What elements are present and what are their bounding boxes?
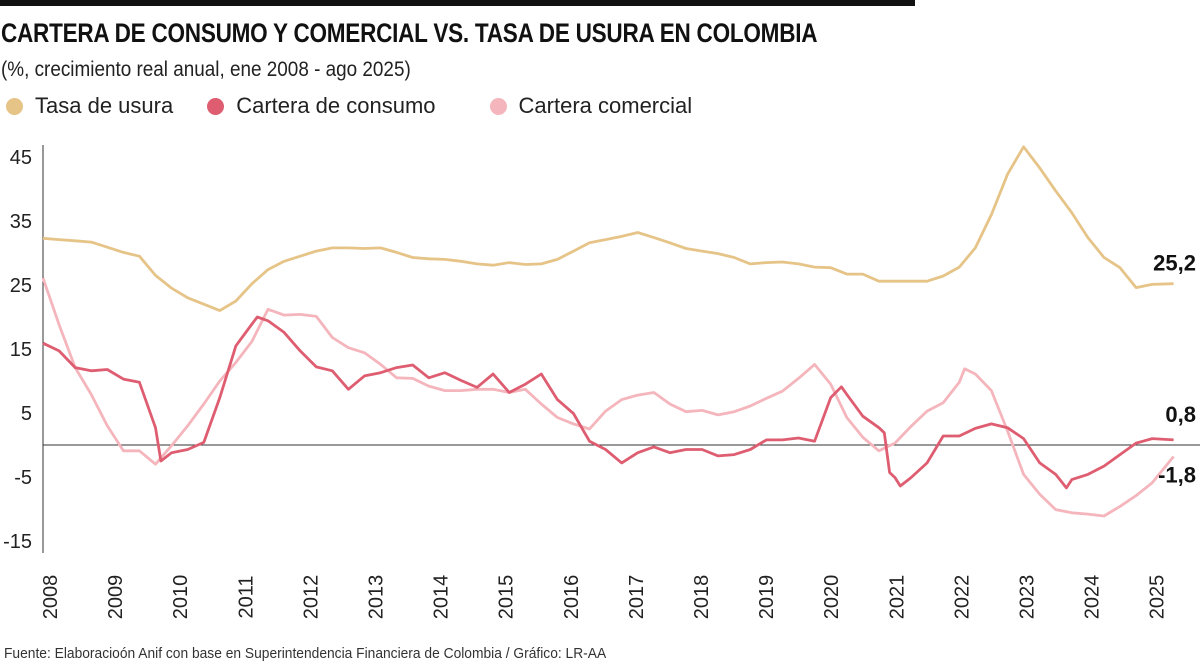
end-value-label: -1,8 [1158,463,1196,488]
series-line-tasa-de-usura [42,145,1174,312]
legend-label: Tasa de usura [35,93,174,118]
legend-dot-icon [489,97,507,115]
x-tick-label: 2018 [691,575,713,620]
y-axis: 45 35 25 15 5 -5 -15 [3,145,1200,553]
x-tick-label: 2020 [821,575,843,620]
x-tick-label: 2025 [1147,575,1169,620]
legend-item-consumo: Cartera de consumo [201,93,436,119]
chart-title: CARTERA DE CONSUMO Y COMERCIAL VS. TASA … [1,18,818,48]
legend-item-usura: Tasa de usura [0,93,173,119]
x-tick-label: 2015 [496,575,518,620]
series-lines [41,145,1175,518]
end-value-label: 25,2 [1153,251,1196,276]
x-tick-label: 2021 [886,575,908,620]
y-tick-label: 15 [10,339,32,361]
legend-label: Cartera comercial [518,93,693,118]
x-tick-label: 2023 [1017,575,1039,620]
top-rule [0,0,915,6]
source-footnote: Fuente: Elaboracioón Anif con base en Su… [4,645,607,662]
x-tick-label: 2016 [561,575,583,620]
x-tick-label: 2009 [105,575,127,620]
x-tick-label: 2012 [300,575,322,620]
x-tick-label: 2010 [170,575,192,620]
y-tick-label: -15 [3,531,32,553]
legend-label: Cartera de consumo [236,93,436,118]
y-tick-label: 35 [10,211,32,233]
y-tick-label: 5 [21,403,32,425]
legend-dot-icon [6,97,23,115]
series-line-cartera-de-consumo [42,315,1174,490]
x-tick-label: 2017 [626,575,648,620]
y-tick-label: 25 [10,275,32,297]
y-tick-label: -5 [14,467,32,489]
chart-subtitle: (%, crecimiento real anual, ene 2008 - a… [1,58,411,81]
legend-dot-icon [207,97,225,115]
x-tick-label: 2011 [235,575,257,618]
legend-item-comercial: Cartera comercial [484,93,693,119]
x-tick-label: 2008 [40,575,62,620]
legend: Tasa de usura Cartera de consumo Cartera… [0,93,714,119]
x-tick-label: 2022 [951,575,973,620]
series-line-cartera-comercial [41,277,1175,518]
end-value-label: 0,8 [1165,402,1196,427]
end-labels: 25,2 0,8 -1,8 [1153,251,1196,488]
y-tick-label: 45 [10,147,32,169]
x-tick-label: 2013 [366,575,388,620]
x-tick-label: 2024 [1082,575,1104,620]
x-tick-label: 2014 [431,575,453,620]
x-tick-label: 2019 [756,575,778,620]
x-axis: 2008 2009 2010 2011 2012 2013 2014 2015 2016 2017… [40,575,1169,620]
